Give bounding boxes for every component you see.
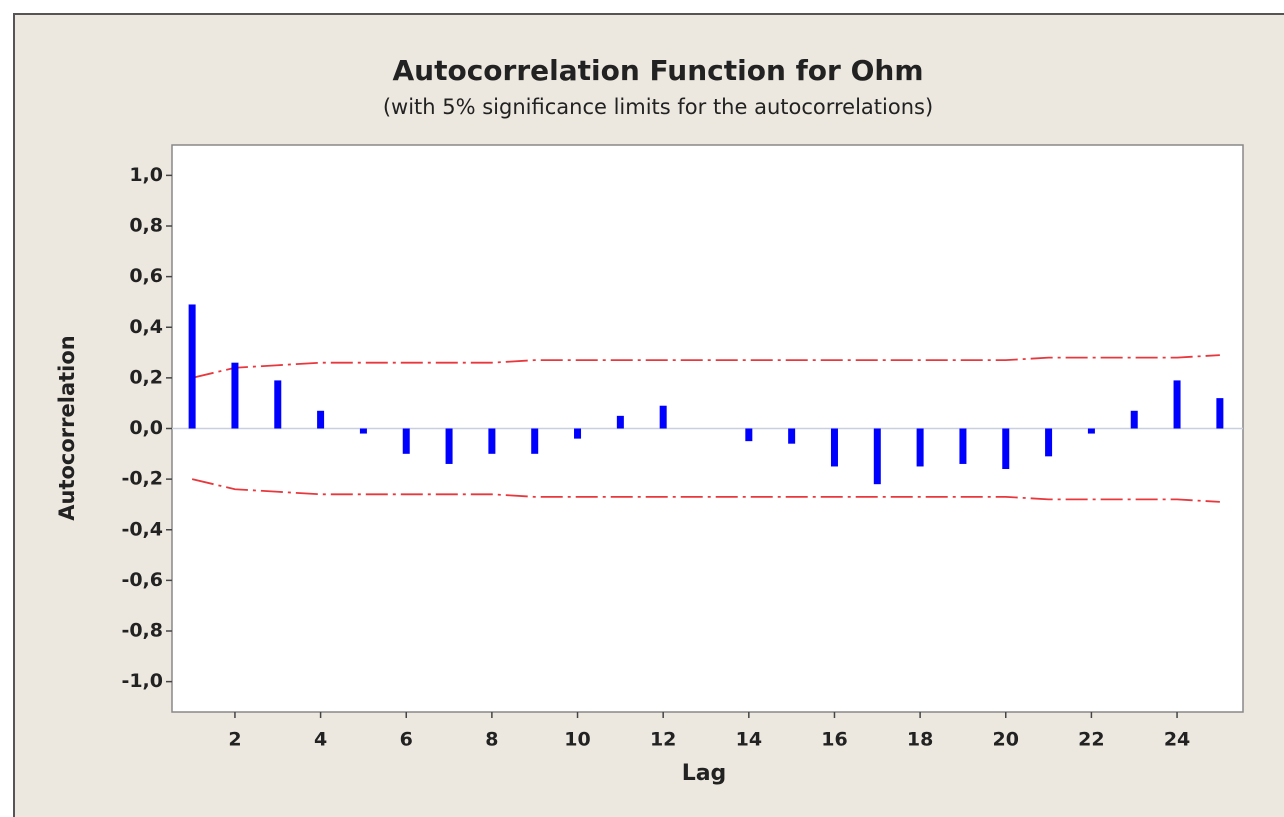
y-tick-label: -0,2 — [121, 468, 163, 490]
x-tick-label: 4 — [314, 729, 327, 751]
x-tick-label: 20 — [993, 729, 1019, 751]
y-tick-label: -0,6 — [121, 569, 163, 591]
bar — [1087, 428, 1095, 434]
x-tick-label: 16 — [821, 729, 847, 751]
bar — [231, 362, 239, 429]
bar — [830, 428, 838, 467]
bar — [1045, 428, 1053, 457]
x-axis-label: Lag — [682, 761, 727, 786]
y-tick-label: -0,4 — [121, 518, 163, 540]
x-tick-label: 12 — [650, 729, 676, 751]
bar — [359, 428, 367, 434]
bar — [488, 428, 496, 454]
bar — [188, 304, 196, 429]
x-tick-label: 24 — [1164, 729, 1190, 751]
y-tick-label: 0,8 — [129, 215, 163, 237]
chart-subtitle: (with 5% significance limits for the aut… — [383, 95, 933, 119]
bar — [616, 415, 624, 429]
x-tick-label: 22 — [1078, 729, 1104, 751]
bar — [1173, 380, 1181, 429]
bar — [574, 428, 582, 439]
x-tick-label: 6 — [400, 729, 413, 751]
y-tick-label: -1,0 — [121, 670, 163, 692]
x-tick-label: 2 — [228, 729, 241, 751]
y-tick-label: -0,8 — [121, 620, 163, 642]
x-tick-label: 18 — [907, 729, 933, 751]
bar — [1002, 428, 1010, 469]
bar — [274, 380, 282, 429]
bar — [959, 428, 967, 464]
significance-limit — [191, 354, 1220, 379]
bar — [745, 428, 753, 442]
bar — [873, 428, 881, 485]
bar — [531, 428, 539, 454]
significance-limit — [191, 478, 1220, 503]
y-tick-label: 0,0 — [129, 417, 163, 439]
bar — [788, 428, 796, 444]
x-tick-label: 8 — [485, 729, 498, 751]
y-axis-label: Autocorrelation — [55, 335, 79, 520]
chart-title: Autocorrelation Function for Ohm — [392, 54, 923, 87]
x-tick-label: 10 — [564, 729, 590, 751]
bar — [1216, 398, 1224, 429]
y-tick-label: 0,6 — [129, 265, 163, 287]
y-tick-label: 1,0 — [129, 164, 163, 186]
bar — [916, 428, 924, 467]
bar — [445, 428, 453, 464]
y-tick-label: 0,2 — [129, 366, 163, 388]
bar — [659, 405, 667, 429]
y-tick-label: 0,4 — [129, 316, 163, 338]
x-tick-label: 14 — [736, 729, 762, 751]
bar — [402, 428, 410, 454]
bar — [1130, 410, 1138, 429]
bar — [317, 410, 325, 429]
